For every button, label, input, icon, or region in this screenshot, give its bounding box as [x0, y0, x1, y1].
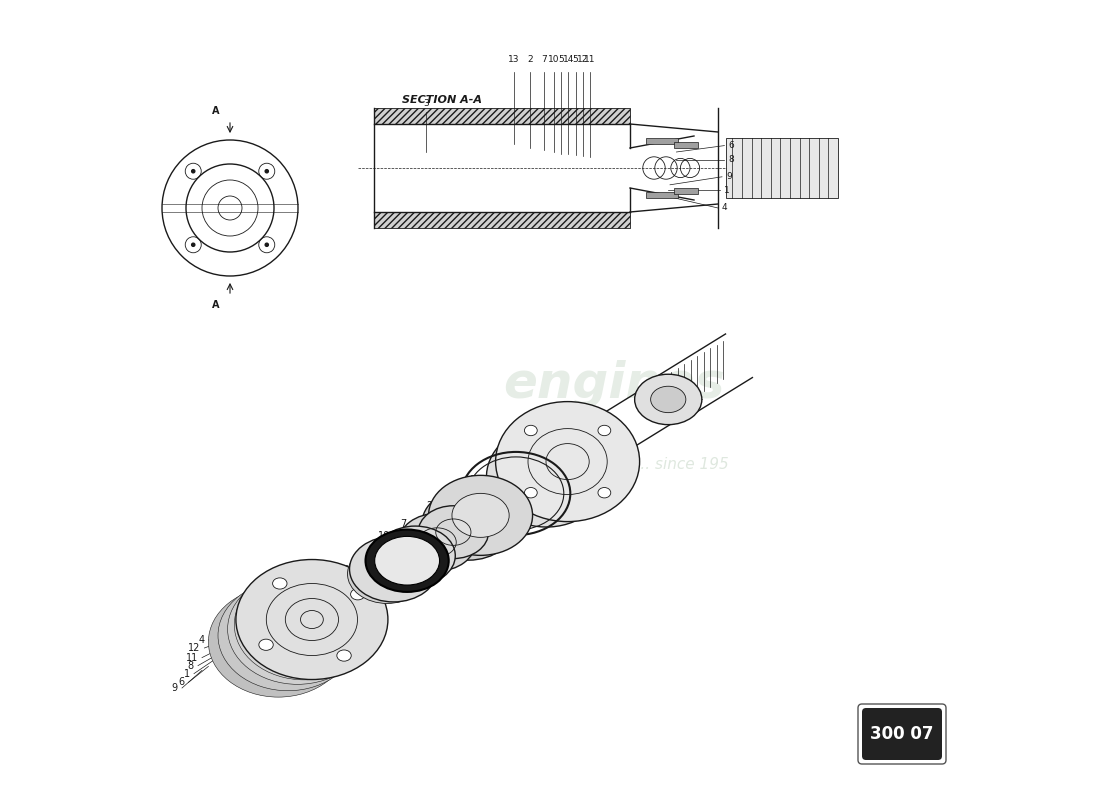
Text: a passion... since 195: a passion... since 195	[563, 457, 729, 471]
Text: A: A	[212, 300, 219, 310]
Ellipse shape	[273, 578, 287, 589]
Ellipse shape	[218, 580, 358, 690]
Ellipse shape	[228, 574, 367, 684]
Bar	[674, 142, 698, 148]
Text: 14: 14	[338, 566, 350, 575]
Ellipse shape	[598, 487, 611, 498]
Ellipse shape	[496, 402, 639, 522]
Text: 9: 9	[172, 683, 178, 693]
Ellipse shape	[598, 426, 611, 436]
Text: SECTION A-A: SECTION A-A	[402, 95, 482, 105]
Bar	[374, 212, 630, 228]
Text: 6: 6	[728, 141, 734, 150]
Ellipse shape	[429, 475, 532, 555]
Ellipse shape	[635, 374, 702, 425]
Text: 5: 5	[355, 554, 362, 563]
Text: 11: 11	[584, 55, 596, 64]
Text: 2: 2	[426, 502, 432, 511]
Text: 4: 4	[198, 635, 205, 645]
FancyBboxPatch shape	[862, 708, 942, 760]
Text: 12: 12	[578, 55, 588, 64]
Text: 7: 7	[541, 55, 548, 64]
Ellipse shape	[365, 530, 449, 592]
Ellipse shape	[337, 650, 351, 661]
Ellipse shape	[208, 586, 349, 697]
Text: 9: 9	[726, 172, 732, 182]
Ellipse shape	[421, 488, 516, 560]
Bar	[674, 188, 698, 194]
Text: 11: 11	[186, 653, 198, 662]
Ellipse shape	[348, 544, 427, 603]
Ellipse shape	[452, 494, 509, 538]
Text: 7: 7	[399, 519, 406, 529]
Ellipse shape	[414, 515, 477, 562]
Ellipse shape	[398, 514, 475, 571]
Text: 4: 4	[722, 203, 727, 213]
Text: 8: 8	[188, 661, 194, 670]
Text: 2: 2	[527, 55, 532, 64]
Text: A: A	[212, 106, 219, 116]
Ellipse shape	[234, 570, 374, 680]
Ellipse shape	[350, 536, 438, 602]
Ellipse shape	[486, 425, 608, 527]
Circle shape	[265, 170, 268, 173]
Text: engines: engines	[503, 360, 725, 408]
Text: 5: 5	[340, 579, 346, 589]
Bar	[646, 138, 678, 144]
Ellipse shape	[258, 639, 273, 650]
Text: 6: 6	[178, 678, 185, 687]
Ellipse shape	[418, 506, 488, 558]
Text: 12: 12	[188, 643, 200, 653]
Ellipse shape	[525, 487, 537, 498]
Ellipse shape	[395, 522, 463, 574]
Circle shape	[265, 243, 268, 246]
Text: 5: 5	[573, 55, 579, 64]
Ellipse shape	[351, 589, 365, 600]
Ellipse shape	[235, 559, 388, 679]
Text: 13: 13	[508, 55, 519, 64]
Circle shape	[191, 243, 195, 246]
Text: 5: 5	[559, 55, 564, 64]
Text: 14: 14	[563, 55, 574, 64]
Text: 1: 1	[725, 186, 730, 195]
Ellipse shape	[375, 536, 440, 585]
Text: 3: 3	[424, 99, 429, 108]
Ellipse shape	[373, 534, 444, 587]
Text: 3: 3	[560, 439, 566, 449]
Circle shape	[191, 170, 195, 173]
Text: 13: 13	[470, 475, 482, 485]
Bar	[646, 192, 678, 198]
Ellipse shape	[375, 526, 455, 586]
Bar	[726, 138, 838, 198]
Text: 10: 10	[377, 531, 390, 541]
Text: 1: 1	[184, 669, 190, 678]
Text: 300 07: 300 07	[870, 725, 934, 743]
Ellipse shape	[650, 386, 685, 413]
Text: 10: 10	[548, 55, 560, 64]
Ellipse shape	[525, 426, 537, 436]
FancyBboxPatch shape	[858, 704, 946, 764]
Bar	[374, 108, 630, 124]
Text: 8: 8	[728, 155, 734, 165]
